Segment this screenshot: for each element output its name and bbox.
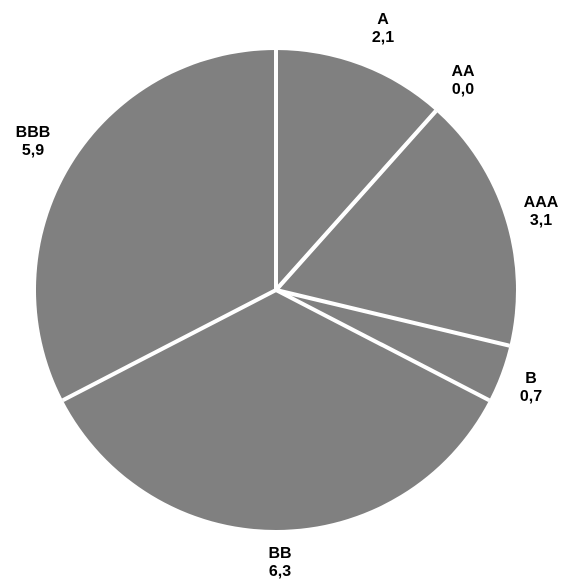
slice-label-value: 6,3	[269, 563, 291, 580]
slice-label-name: AAA	[524, 194, 559, 211]
slice-separators	[61, 50, 510, 403]
slice-label-value: 3,1	[530, 212, 552, 229]
slice-separator	[275, 288, 491, 403]
slice-label-value: 0,0	[452, 81, 474, 98]
slice-separator	[275, 288, 510, 348]
slice-label-b: B 0,7	[520, 370, 542, 405]
pie-slice-aaa	[276, 111, 516, 346]
slice-separator	[61, 288, 277, 403]
slice-label-name: A	[377, 11, 389, 28]
slice-label-value: 5,9	[22, 142, 44, 159]
slice-label-bb: BB 6,3	[268, 545, 291, 580]
slice-label-name: BB	[268, 545, 291, 562]
slice-label-aa: AA 0,0	[451, 63, 475, 98]
pie-slice-a	[276, 50, 436, 290]
pie-slice-bb	[62, 290, 490, 531]
slice-label-name: B	[525, 370, 537, 387]
slice-label-value: 0,7	[520, 388, 542, 405]
pie-slice-bbb	[35, 49, 277, 401]
slice-label-aaa: AAA 3,1	[524, 194, 559, 229]
slice-label-bbb: BBB 5,9	[16, 124, 51, 159]
slice-label-name: BBB	[16, 124, 51, 141]
pie-slice-b	[276, 290, 510, 401]
slice-separator	[274, 109, 438, 292]
pie-slices	[35, 49, 516, 531]
slice-label-value: 2,1	[372, 29, 394, 46]
slice-label-name: AA	[451, 63, 475, 80]
slice-label-a: A 2,1	[372, 11, 394, 46]
